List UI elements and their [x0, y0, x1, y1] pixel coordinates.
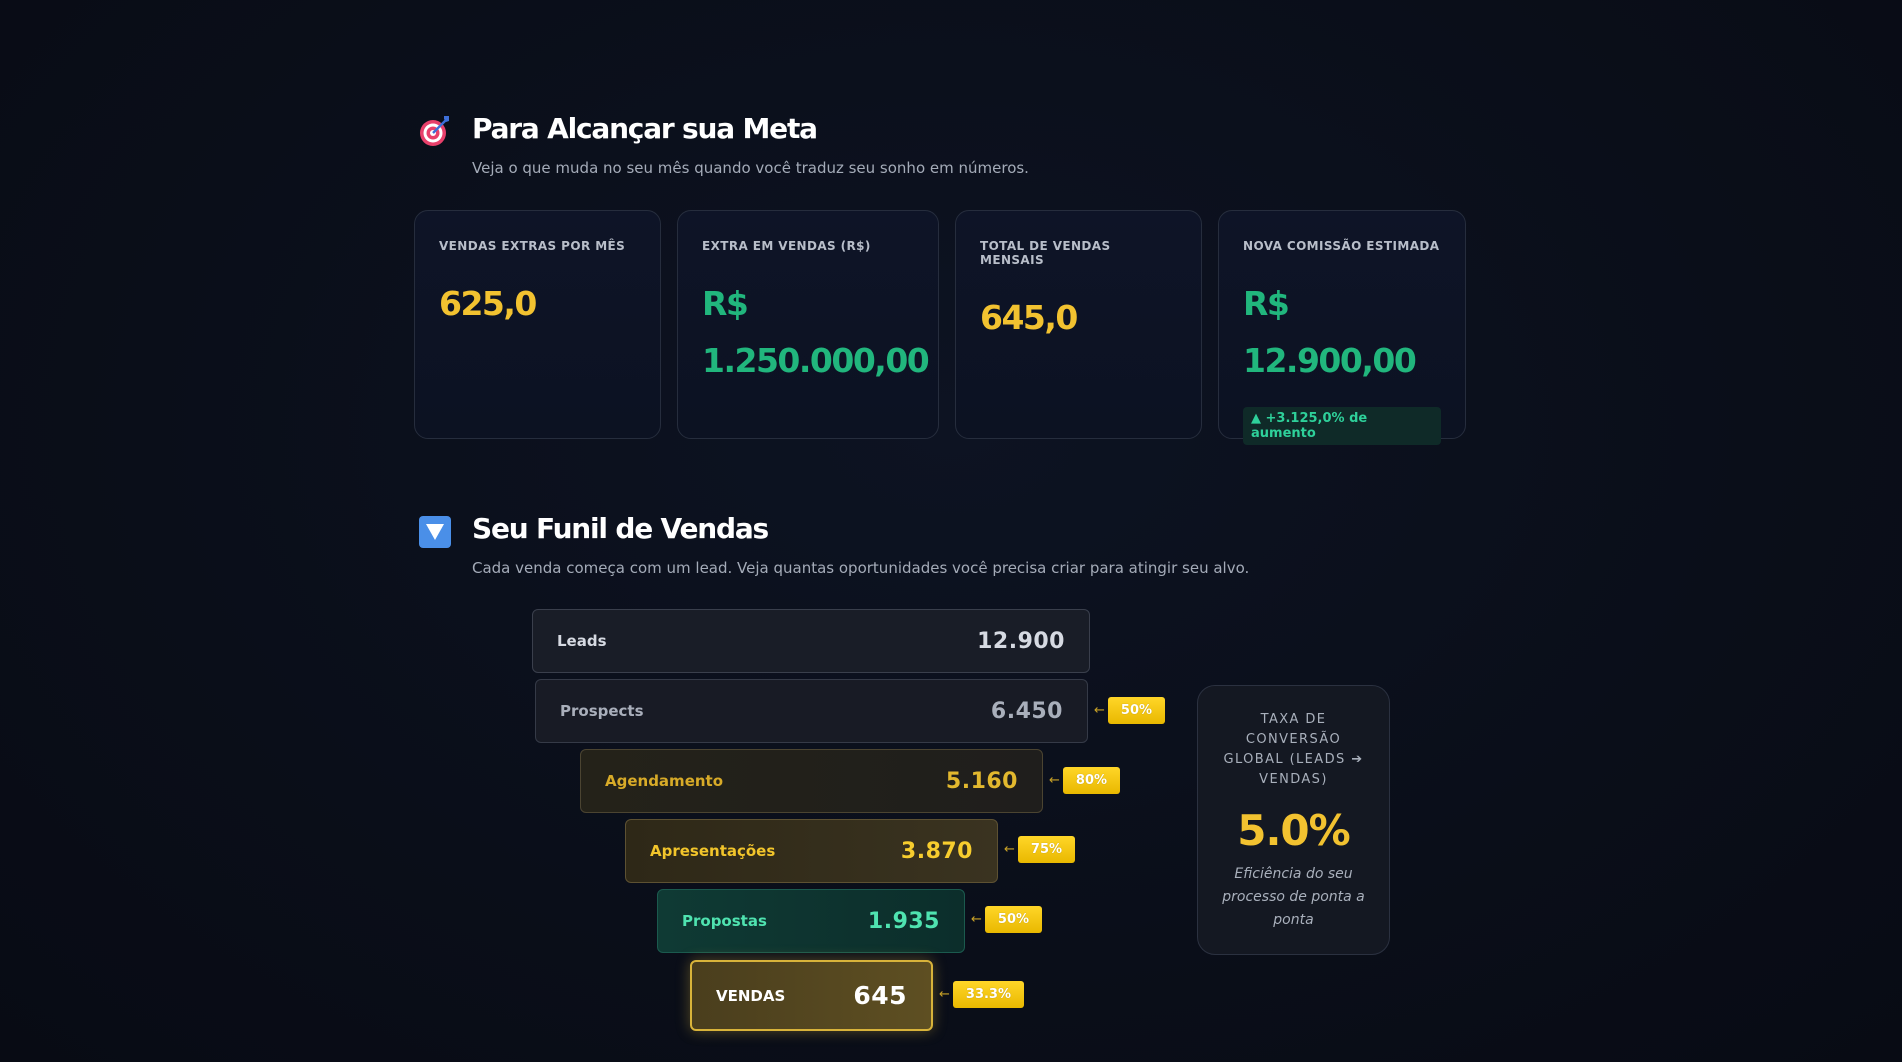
arrow-left-icon: ←: [1004, 842, 1015, 857]
metric-value: 625,0: [439, 284, 537, 323]
conversion-rate-apresentacoes: ← 75%: [1004, 836, 1076, 863]
goal-subtitle: Veja o que muda no seu mês quando você t…: [472, 159, 1029, 177]
stage-label: Prospects: [560, 702, 644, 720]
global-conversion-label: TAXA DE CONVERSÃO GLOBAL (LEADS ➔ VENDAS…: [1223, 712, 1364, 787]
stage-label: Agendamento: [605, 772, 724, 790]
funnel-down-icon: [419, 516, 451, 548]
stage-value: 1.935: [867, 908, 940, 934]
metric-value: 645,0: [980, 298, 1078, 337]
metric-label: NOVA COMISSÃO ESTIMADA: [1243, 239, 1440, 253]
stage-label: Apresentações: [650, 842, 776, 860]
stage-value: 12.900: [977, 628, 1065, 654]
stage-label: Leads: [557, 632, 607, 650]
funnel-stage-prospects: Prospects 6.450: [535, 679, 1088, 743]
funnel-title: Seu Funil de Vendas: [472, 512, 769, 545]
funnel-section-header: Seu Funil de Vendas Cada venda começa co…: [418, 512, 1249, 577]
rate-pill: 33.3%: [952, 981, 1025, 1008]
metric-card-extra-sales: VENDAS EXTRAS POR MÊS 625,0: [414, 210, 661, 439]
funnel-subtitle: Cada venda começa com um lead. Veja quan…: [472, 559, 1250, 577]
goal-title: Para Alcançar sua Meta: [472, 112, 818, 145]
increase-badge: ▲ +3.125,0% de aumento: [1243, 407, 1441, 445]
funnel-stage-vendas: VENDAS 645: [690, 960, 933, 1031]
arrow-left-icon: ←: [1049, 773, 1060, 788]
target-icon: [420, 116, 449, 146]
global-conversion-description: Eficiência do seu processo de ponta a po…: [1222, 866, 1365, 928]
metric-card-extra-revenue: EXTRA EM VENDAS (R$) R$ 1.250.000,00: [677, 210, 939, 439]
arrow-left-icon: ←: [1094, 703, 1105, 718]
metric-value: R$ 12.900,00: [1243, 284, 1417, 380]
conversion-rate-vendas: ← 33.3%: [939, 981, 1025, 1008]
metric-label: EXTRA EM VENDAS (R$): [702, 239, 871, 253]
stage-label: Propostas: [682, 912, 767, 930]
stage-value: 3.870: [900, 838, 973, 864]
rate-pill: 50%: [984, 906, 1043, 933]
goal-section-header: Para Alcançar sua Meta Veja o que muda n…: [418, 112, 1029, 177]
conversion-rate-propostas: ← 50%: [971, 906, 1043, 933]
stage-value: 645: [853, 981, 907, 1010]
conversion-rate-prospects: ← 50%: [1094, 697, 1166, 724]
arrow-left-icon: ←: [971, 912, 982, 927]
rate-pill: 75%: [1017, 836, 1076, 863]
metric-label: TOTAL DE VENDAS MENSAIS: [980, 239, 1111, 267]
conversion-rate-agendamento: ← 80%: [1049, 767, 1121, 794]
stage-label: VENDAS: [716, 986, 786, 1005]
funnel-stage-agendamento: Agendamento 5.160: [580, 749, 1043, 813]
rate-pill: 50%: [1107, 697, 1166, 724]
stage-value: 6.450: [990, 698, 1063, 724]
funnel-stage-propostas: Propostas 1.935: [657, 889, 965, 953]
metric-card-new-commission: NOVA COMISSÃO ESTIMADA R$ 12.900,00 ▲ +3…: [1218, 210, 1466, 445]
funnel-stage-leads: Leads 12.900: [532, 609, 1090, 673]
rate-pill: 80%: [1062, 767, 1121, 794]
metric-card-total-sales: TOTAL DE VENDAS MENSAIS 645,0: [955, 210, 1202, 439]
metric-label: VENDAS EXTRAS POR MÊS: [439, 239, 626, 253]
metric-value: R$ 1.250.000,00: [702, 284, 930, 380]
global-conversion-value: 5.0%: [1237, 806, 1350, 855]
arrow-left-icon: ←: [939, 987, 950, 1002]
global-conversion-card: TAXA DE CONVERSÃO GLOBAL (LEADS ➔ VENDAS…: [1197, 685, 1390, 955]
funnel-stage-apresentacoes: Apresentações 3.870: [625, 819, 998, 883]
stage-value: 5.160: [945, 768, 1018, 794]
